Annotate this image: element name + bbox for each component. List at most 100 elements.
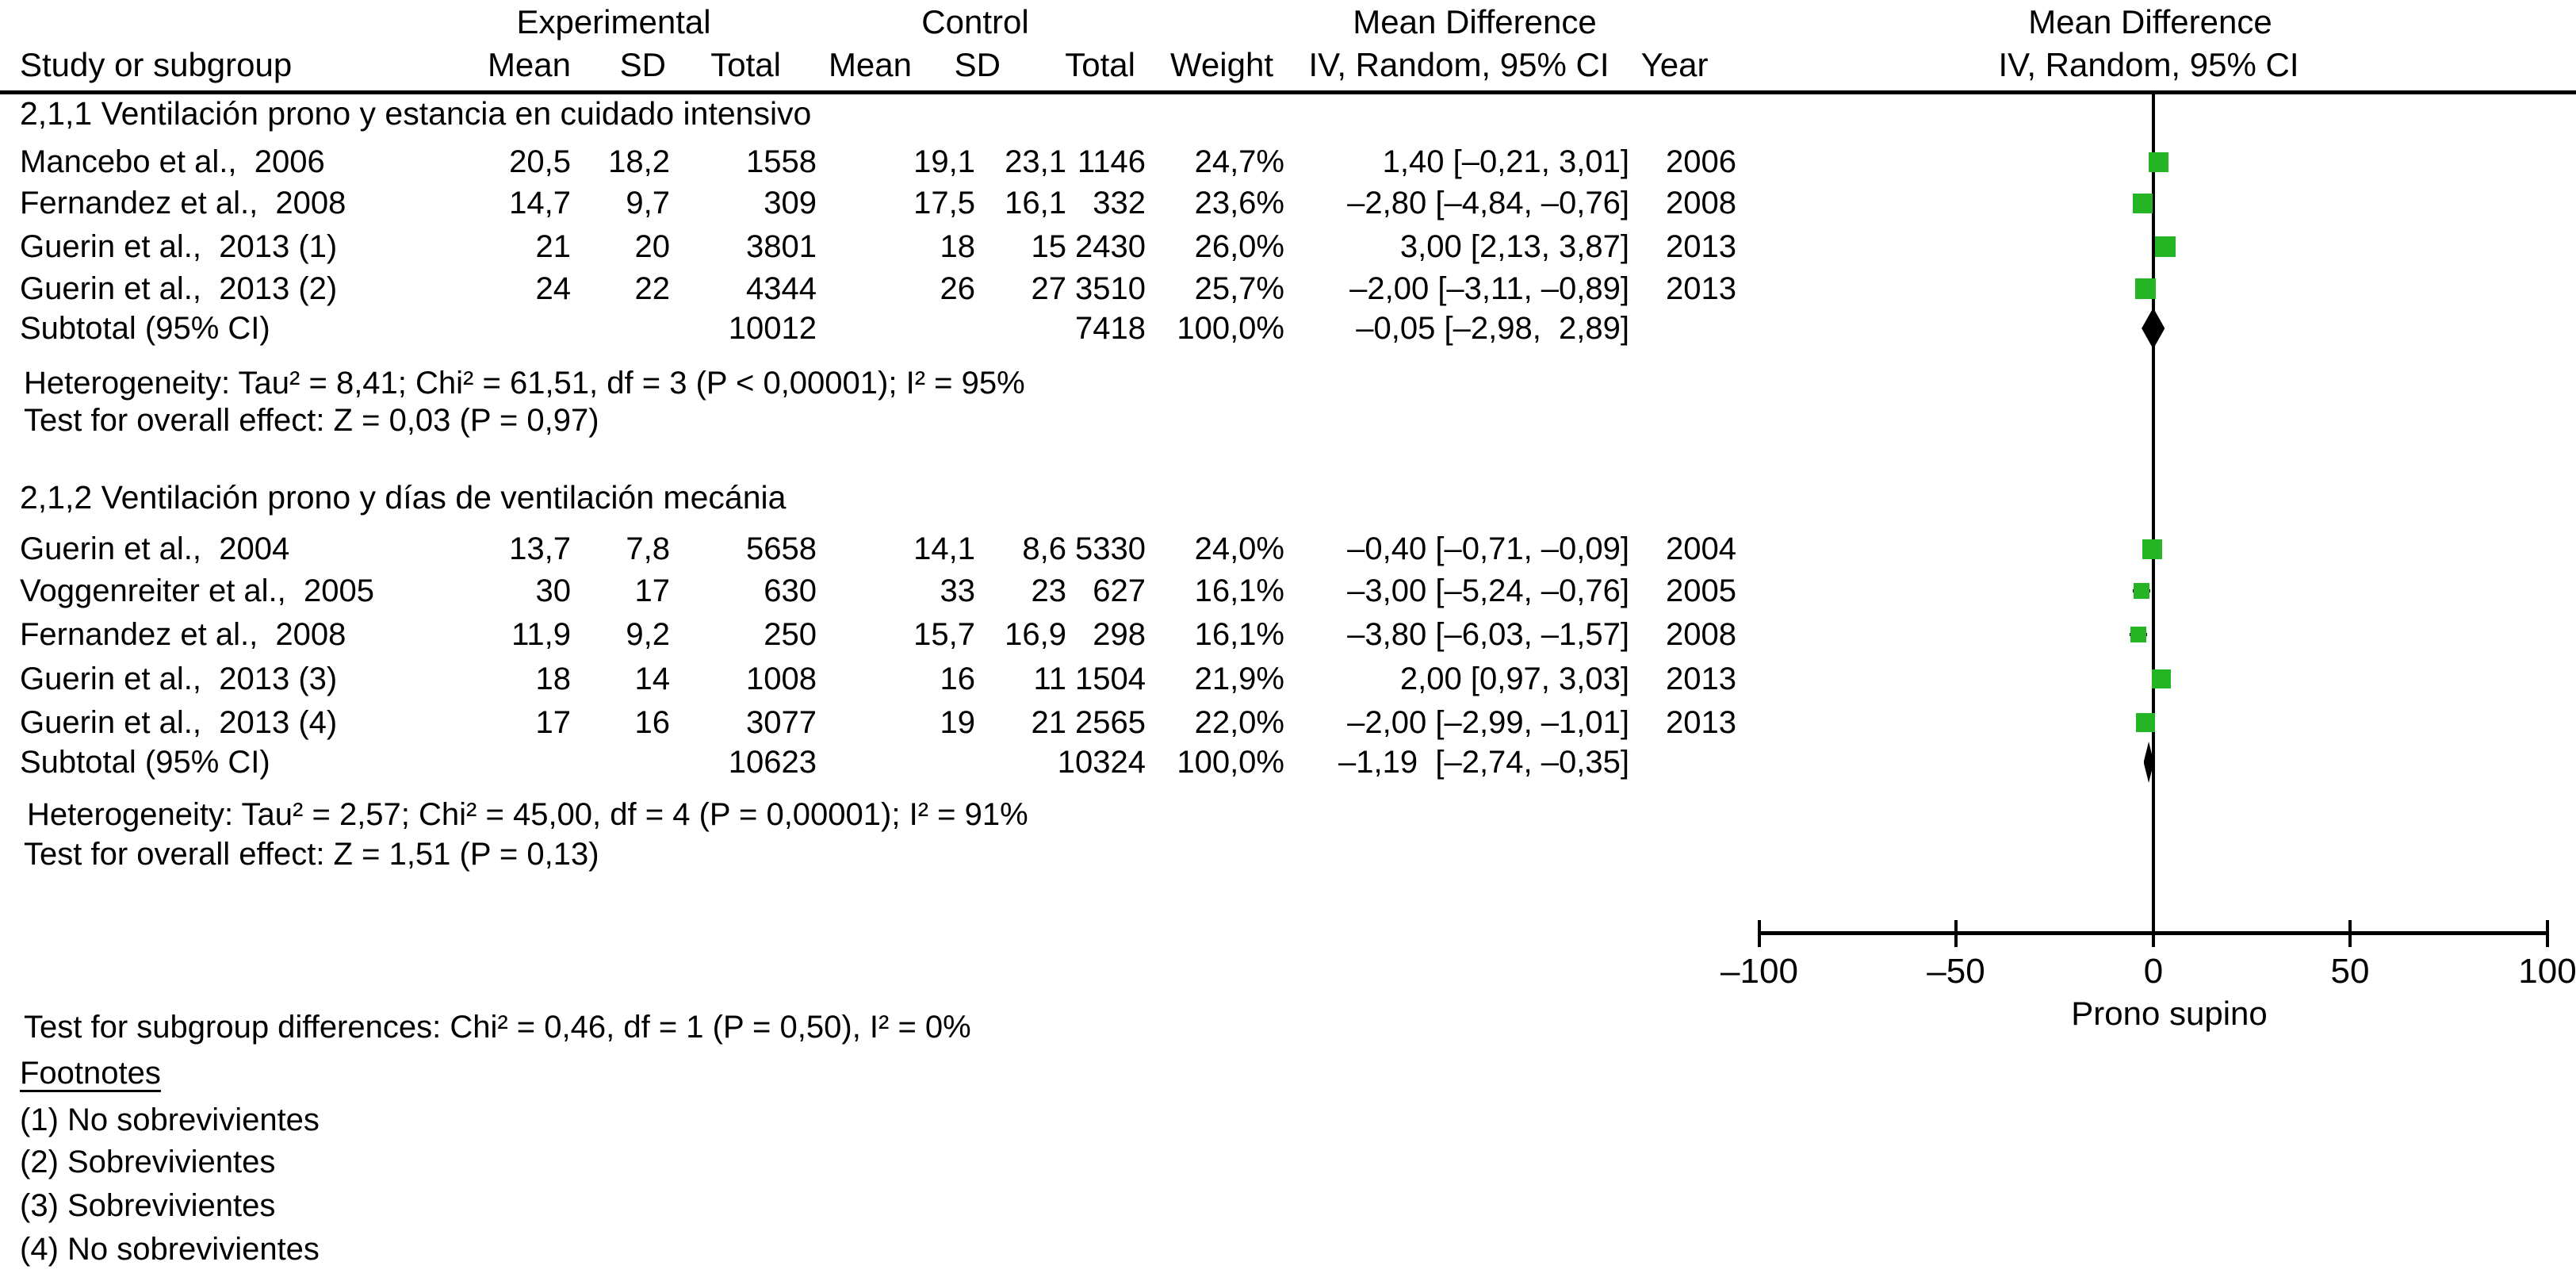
subgroup-title: 2,1,2 Ventilación prono y días de ventil… — [20, 479, 787, 516]
study-label: Guerin et al., 2004 — [20, 531, 290, 566]
effect-square — [2154, 236, 2176, 257]
ci-text: –0,40 [–0,71, –0,09] — [1347, 531, 1629, 566]
effect-square — [2136, 713, 2156, 732]
exp-sd: 9,7 — [626, 186, 670, 221]
ctl-sd: 11 — [1033, 662, 1066, 696]
ctl-total: 1146 — [1077, 144, 1146, 179]
study-label: Voggenreiter et al., 2005 — [20, 573, 374, 608]
subgroup-difference-row: Test for subgroup differences: Chi² = 0,… — [0, 1007, 2576, 1048]
study-row: Guerin et al., 2013 (2) 24 22 4344 26 27… — [0, 268, 2576, 309]
ctl-total: 5330 — [1075, 531, 1146, 566]
ci-text: –3,00 [–5,24, –0,76] — [1347, 573, 1629, 608]
axis-label: Prono supino — [2071, 995, 2268, 1032]
effect-square — [2151, 669, 2171, 688]
study-label: Guerin et al., 2013 (4) — [20, 705, 338, 740]
study-label: Guerin et al., 2013 (2) — [20, 271, 338, 306]
exp-total: 630 — [764, 573, 817, 608]
year: 2013 — [1666, 271, 1736, 306]
exp-total: 10012 — [728, 311, 817, 346]
exp-total: 4344 — [746, 271, 817, 306]
ci-text: –1,19 [–2,74, –0,35] — [1338, 745, 1629, 780]
effect-square — [2134, 583, 2150, 599]
footnote-row: (3) Sobrevivientes — [0, 1185, 2576, 1226]
study-row: Guerin et al., 2013 (4) 17 16 3077 19 21… — [0, 702, 2576, 743]
axis-tick — [1954, 920, 1958, 947]
weight: 100,0% — [1177, 311, 1284, 346]
ctl-sd: 23 — [1031, 573, 1067, 608]
year: 2008 — [1666, 186, 1736, 221]
plot-subtitle: IV, Random, 95% CI — [1998, 46, 2299, 83]
exp-mean: 11,9 — [511, 617, 571, 652]
ctl-total: 1504 — [1075, 662, 1146, 696]
exp-total: 3801 — [746, 229, 817, 264]
header-study-or-subgroup: Study or subgroup — [20, 46, 293, 83]
footnote-item: (1) No sobrevivientes — [20, 1103, 320, 1137]
year: 2013 — [1666, 705, 1736, 740]
exp-total: 1008 — [746, 662, 817, 696]
heterogeneity-text: Heterogeneity: Tau² = 2,57; Chi² = 45,00… — [27, 797, 1028, 832]
weight: 16,1% — [1194, 573, 1284, 608]
study-label: Guerin et al., 2013 (1) — [20, 229, 338, 264]
ctl-total: 2565 — [1075, 705, 1146, 740]
study-row: Guerin et al., 2004 13,7 7,8 5658 14,1 8… — [0, 528, 2576, 569]
header-ctl-sd: SD — [954, 46, 1001, 83]
ctl-sd: 16,1 — [1005, 186, 1066, 221]
subgroup-1-title-row: 2,1,1 Ventilación prono y estancia en cu… — [0, 93, 2576, 134]
ctl-mean: 17,5 — [913, 186, 975, 221]
header-effect-column-title: Mean Difference — [1353, 3, 1597, 40]
exp-total: 250 — [764, 617, 817, 652]
axis-tick — [2546, 920, 2549, 947]
study-row: Fernandez et al., 2008 11,9 9,2 250 15,7… — [0, 614, 2576, 655]
year: 2005 — [1666, 573, 1736, 608]
plot-title: Mean Difference — [2028, 3, 2272, 40]
axis-tick — [2152, 920, 2155, 947]
weight: 100,0% — [1177, 745, 1284, 780]
footnote-row: (1) No sobrevivientes — [0, 1099, 2576, 1141]
exp-mean: 21 — [535, 229, 572, 264]
exp-mean: 20,5 — [509, 144, 571, 179]
ctl-sd: 8,6 — [1022, 531, 1066, 566]
footnote-row: (2) Sobrevivientes — [0, 1141, 2576, 1183]
axis-tick-label: –100 — [1721, 952, 1798, 991]
study-label: Mancebo et al., 2006 — [20, 144, 325, 179]
ctl-total: 627 — [1093, 573, 1146, 608]
ctl-mean: 26 — [940, 271, 976, 306]
ci-text: 1,40 [–0,21, 3,01] — [1382, 144, 1629, 179]
study-label: Guerin et al., 2013 (3) — [20, 662, 338, 696]
effect-square — [2142, 539, 2162, 559]
ctl-sd: 23,1 — [1005, 144, 1066, 179]
exp-sd: 17 — [634, 573, 671, 608]
ctl-sd: 15 — [1031, 229, 1067, 264]
subtotal-row: Subtotal (95% CI) 10012 7418 100,0% –0,0… — [0, 308, 2576, 349]
overall-effect-text: Test for overall effect: Z = 1,51 (P = 0… — [24, 837, 599, 872]
header-experimental: Experimental — [516, 3, 711, 40]
ctl-total: 332 — [1093, 186, 1146, 221]
header-effect-ci: IV, Random, 95% CI — [1308, 46, 1610, 83]
footnotes-title-row: Footnotes — [0, 1053, 2576, 1094]
ci-text: –3,80 [–6,03, –1,57] — [1347, 617, 1629, 652]
exp-sd: 20 — [634, 229, 671, 264]
study-row: Fernandez et al., 2008 14,7 9,7 309 17,5… — [0, 182, 2576, 224]
ci-text: –0,05 [–2,98, 2,89] — [1356, 311, 1629, 346]
exp-total: 3077 — [746, 705, 817, 740]
ctl-total: 7418 — [1075, 311, 1146, 346]
exp-total: 1558 — [746, 144, 817, 179]
overall-effect-row: Test for overall effect: Z = 0,03 (P = 0… — [0, 400, 2576, 441]
exp-total: 5658 — [746, 531, 817, 566]
footnote-item: (4) No sobrevivientes — [20, 1232, 320, 1267]
footnote-item: (2) Sobrevivientes — [20, 1145, 276, 1179]
exp-mean: 18 — [535, 662, 572, 696]
ctl-mean: 16 — [940, 662, 976, 696]
exp-total: 309 — [764, 186, 817, 221]
footnote-item: (3) Sobrevivientes — [20, 1188, 276, 1223]
ci-text: –2,00 [–3,11, –0,89] — [1349, 271, 1629, 306]
ctl-total: 10324 — [1057, 745, 1146, 780]
subgroup-difference-text: Test for subgroup differences: Chi² = 0,… — [24, 1010, 971, 1045]
exp-sd: 7,8 — [626, 531, 670, 566]
study-row: Voggenreiter et al., 2005 30 17 630 33 2… — [0, 570, 2576, 612]
study-label: Fernandez et al., 2008 — [20, 617, 346, 652]
ctl-mean: 14,1 — [913, 531, 975, 566]
year: 2004 — [1666, 531, 1736, 566]
heterogeneity-text: Heterogeneity: Tau² = 8,41; Chi² = 61,51… — [24, 366, 1025, 401]
exp-sd: 14 — [634, 662, 671, 696]
